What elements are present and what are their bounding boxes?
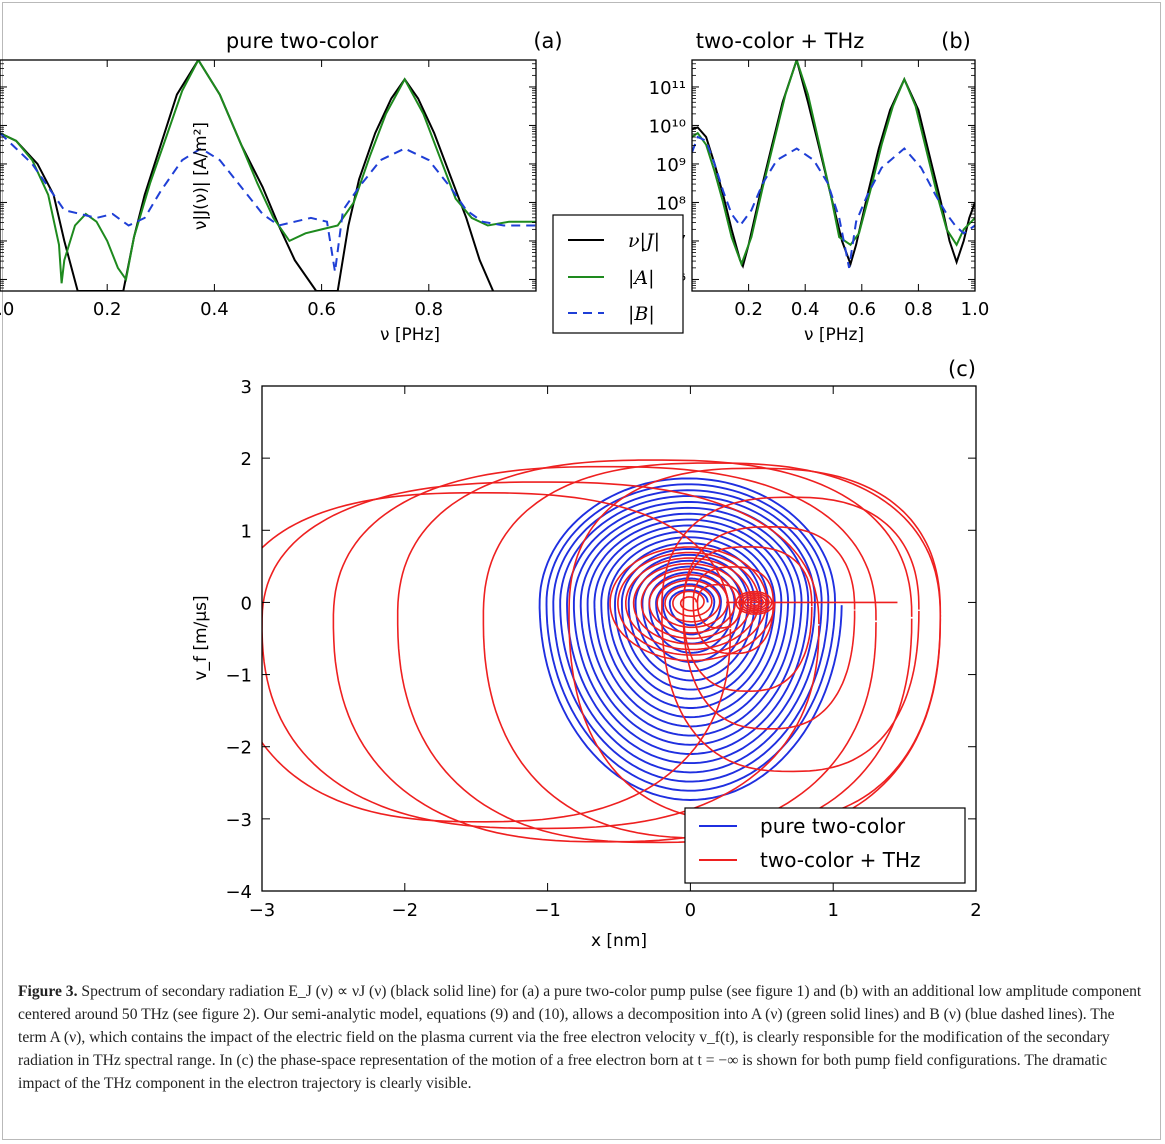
panel-c-letter: (c)	[948, 357, 976, 381]
x-tick-label: 1	[827, 900, 838, 921]
x-tick-label: 0.4	[200, 299, 229, 320]
panel-b: 0.20.40.60.81.010⁶10⁷10⁸10⁹10¹⁰10¹¹ two-…	[649, 29, 990, 345]
spectrum-line-B	[0, 132, 536, 272]
y-tick-label: −1	[225, 666, 252, 687]
x-tick-label: 1.0	[961, 299, 990, 320]
y-tick-label: 0	[241, 593, 252, 614]
trajectory-thz-loop	[661, 496, 920, 773]
caption-label: Figure 3.	[18, 983, 78, 1000]
x-tick-label: 0.6	[847, 299, 876, 320]
x-tick-label: −2	[392, 900, 419, 921]
panel-a-title: pure two-color	[226, 29, 379, 53]
y-tick-label: −2	[225, 738, 252, 759]
y-tick-label: 2	[241, 449, 252, 470]
panel-c-frame	[261, 385, 977, 892]
panel-a-frame	[0, 59, 537, 292]
panel-b-xlabel: ν [PHz]	[804, 325, 864, 345]
spectrum-line-B	[692, 135, 975, 269]
x-tick-label: −3	[249, 900, 276, 921]
legend-label-thz: two-color + THz	[760, 848, 921, 872]
panel-a: 0.00.20.40.60.810⁶10⁷10⁸10⁹10¹⁰10¹¹ pure…	[0, 29, 563, 345]
x-tick-label: −1	[534, 900, 561, 921]
x-tick-label: 0.8	[904, 299, 933, 320]
x-tick-label: 0.2	[93, 299, 122, 320]
spectrum-line-A	[0, 60, 536, 284]
panel-c-xlabel: x [nm]	[591, 931, 647, 951]
panel-b-letter: (b)	[941, 29, 971, 53]
trajectory-thz-loop	[262, 491, 732, 823]
legend-label-nuJ: ν|J|	[628, 230, 660, 252]
x-tick-label: 0.0	[0, 299, 14, 320]
figure-canvas: 0.00.20.40.60.810⁶10⁷10⁸10⁹10¹⁰10¹¹ pure…	[0, 29, 990, 951]
figure-caption: Figure 3. Spectrum of secondary radiatio…	[18, 980, 1143, 1095]
x-tick-label: 0.8	[414, 299, 443, 320]
trajectory-legend-box	[684, 807, 966, 884]
x-tick-label: 2	[970, 900, 981, 921]
panel-a-ylabel: ν|J(ν)| [A/m²]	[191, 122, 211, 230]
caption-text: Spectrum of secondary radiation E_J (ν) …	[18, 983, 1142, 1092]
trajectory-legend: pure two-color two-color + THz	[684, 807, 966, 884]
spectrum-legend: ν|J| |A| |B|	[552, 214, 684, 334]
y-tick-label: 10⁹	[656, 155, 686, 176]
y-tick-label: −3	[225, 810, 252, 831]
trajectory-thz-loop	[262, 481, 820, 830]
y-tick-label: 3	[241, 377, 252, 398]
legend-label-A: |A|	[628, 267, 655, 289]
spectrum-line-nuJ	[692, 60, 975, 269]
x-tick-label: 0.4	[791, 299, 820, 320]
y-tick-label: 10⁸	[656, 193, 686, 214]
x-tick-label: 0.6	[307, 299, 336, 320]
panel-b-title: two-color + THz	[696, 29, 865, 53]
spectrum-legend-box	[552, 214, 684, 334]
spectrum-line-nuJ	[0, 60, 495, 291]
trajectory-thz-loop	[568, 467, 942, 823]
trajectory-thz-loop	[682, 546, 813, 693]
panel-a-xlabel: ν [PHz]	[380, 325, 440, 345]
trajectory-thz-loop	[692, 566, 775, 655]
y-tick-label: 10¹⁰	[649, 116, 686, 137]
y-tick-label: −4	[225, 882, 252, 903]
legend-label-pure: pure two-color	[760, 814, 906, 838]
y-tick-label: 1	[241, 521, 252, 542]
x-tick-label: 0	[685, 900, 696, 921]
panel-a-letter: (a)	[533, 29, 562, 53]
x-tick-label: 0.2	[734, 299, 763, 320]
legend-label-B: |B|	[628, 303, 655, 325]
panel-c-ylabel: v_f [m/μs]	[191, 595, 211, 680]
y-tick-label: 10¹¹	[649, 78, 686, 99]
spectrum-line-A	[692, 60, 975, 268]
